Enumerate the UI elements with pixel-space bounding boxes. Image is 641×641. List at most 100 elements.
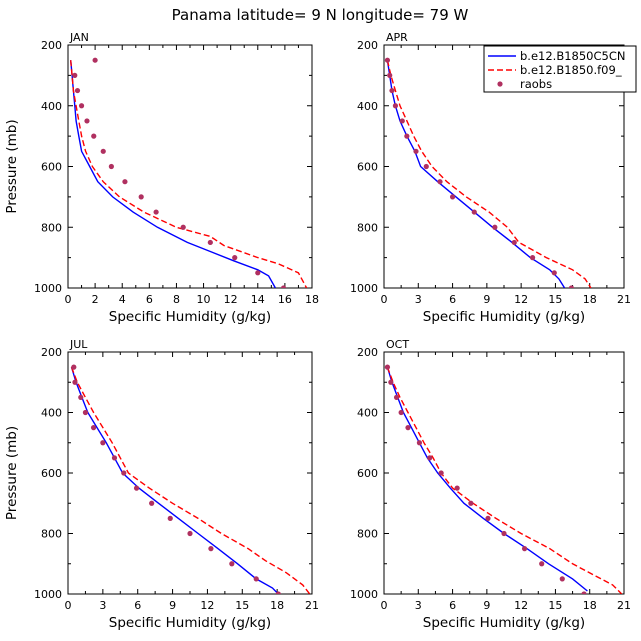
figure-title: Panama latitude= 9 N longitude= 79 W <box>172 6 469 24</box>
x-tick-label: 18 <box>270 599 284 612</box>
raobs-point <box>539 561 545 567</box>
raobs-point <box>275 591 281 594</box>
raobs-point <box>388 379 394 385</box>
raobs-point <box>82 409 89 416</box>
x-tick-label: 0 <box>65 599 72 612</box>
raobs-point <box>138 194 144 200</box>
x-tick-label: 3 <box>415 293 422 306</box>
x-tick-label: 3 <box>415 599 422 612</box>
series-line-f09 <box>386 60 592 288</box>
panel-jul: JUL 0 3 6 9 12 15 18 21 200 400 600 800 1000 Specific … <box>4 338 319 631</box>
raobs-point <box>413 148 419 154</box>
raobs-point <box>167 515 173 521</box>
raobs-point <box>122 179 128 185</box>
x-axis-label: Specific Humidity (g/kg) <box>109 309 271 325</box>
raobs-point <box>180 224 186 230</box>
raobs-point <box>100 440 106 446</box>
x-tick-label: 6 <box>449 599 456 612</box>
raobs-point <box>398 409 404 416</box>
x-tick-label: 2 <box>92 293 99 306</box>
series-line-c5cn <box>70 366 279 594</box>
x-tick-label: 16 <box>278 293 292 306</box>
raobs-point <box>111 455 118 461</box>
panel-label: OCT <box>386 338 409 351</box>
raobs-point <box>90 425 97 431</box>
raobs-point <box>416 440 423 446</box>
y-tick-label: 200 <box>357 39 378 52</box>
y-tick-label: 800 <box>357 221 378 234</box>
raobs-point <box>229 561 235 567</box>
raobs-point <box>91 133 97 139</box>
x-tick-label: 18 <box>583 599 597 612</box>
raobs-point <box>72 72 78 78</box>
x-tick-label: 6 <box>146 293 153 306</box>
raobs-point <box>253 576 259 582</box>
plot-frame <box>383 351 625 595</box>
x-tick-label: 18 <box>305 293 319 306</box>
x-axis-label: Specific Humidity (g/kg) <box>423 615 585 631</box>
raobs-point <box>133 485 140 491</box>
series-line-c5cn <box>70 60 277 288</box>
x-tick-label: 6 <box>449 293 456 306</box>
raobs-point <box>78 103 85 109</box>
raobs-point <box>551 270 557 276</box>
legend-label: b.e12.B1850.f09_ <box>520 63 622 77</box>
panel-apr: APR 0 3 6 9 12 15 18 21 200 400 600 800 1000 Specific … <box>350 31 631 325</box>
y-tick-label: 200 <box>41 39 62 52</box>
legend-box <box>483 45 637 93</box>
raobs-point <box>84 118 90 124</box>
x-tick-label: 0 <box>65 293 72 306</box>
raobs-point <box>501 530 507 537</box>
series-line-f09 <box>70 60 308 288</box>
y-tick-label: 800 <box>41 221 62 234</box>
y-tick-label: 600 <box>357 467 378 480</box>
raobs-point <box>468 500 474 506</box>
raobs-point <box>449 194 456 200</box>
raobs-point <box>255 270 261 276</box>
raobs-point <box>207 239 213 246</box>
x-tick-label: 6 <box>134 599 141 612</box>
raobs-point <box>187 530 193 537</box>
x-tick-label: 12 <box>514 599 528 612</box>
y-tick-label: 1000 <box>350 282 378 295</box>
raobs-point <box>121 470 127 476</box>
raobs-point <box>471 209 477 215</box>
raobs-point <box>559 576 565 582</box>
raobs-point <box>438 470 444 476</box>
raobs-point <box>232 255 238 261</box>
raobs-point <box>399 118 405 124</box>
raobs-point <box>427 455 433 461</box>
x-tick-label: 3 <box>99 599 106 612</box>
y-tick-label: 400 <box>357 100 378 113</box>
x-tick-label: 18 <box>583 293 597 306</box>
raobs-point <box>423 163 429 170</box>
y-tick-label: 400 <box>41 407 62 420</box>
y-axis-label: Pressure (mb) <box>4 119 20 213</box>
x-tick-label: 21 <box>617 599 631 612</box>
y-tick-label: 1000 <box>34 282 62 295</box>
y-tick-label: 1000 <box>34 588 62 601</box>
raobs-point <box>568 285 575 288</box>
x-tick-label: 4 <box>119 293 126 306</box>
panel-jan: JAN 0 2 4 6 8 10 12 14 16 18 200 400 600 800 1000 Specif… <box>4 31 319 325</box>
raobs-point <box>108 163 114 170</box>
legend-label: b.e12.B1850C5CN <box>520 49 625 63</box>
raobs-point <box>485 515 491 521</box>
panel-label: APR <box>386 31 408 44</box>
raobs-point <box>437 179 443 185</box>
x-tick-label: 10 <box>197 293 211 306</box>
y-tick-label: 800 <box>357 528 378 541</box>
x-tick-label: 0 <box>381 599 388 612</box>
y-tick-label: 200 <box>357 346 378 359</box>
y-axis-label: Pressure (mb) <box>4 426 20 520</box>
x-tick-label: 21 <box>305 599 319 612</box>
x-tick-label: 9 <box>483 599 490 612</box>
raobs-point <box>280 285 287 288</box>
raobs-point <box>389 87 395 94</box>
legend-label: raobs <box>520 77 552 91</box>
x-tick-label: 8 <box>173 293 180 306</box>
plot-frame <box>67 351 313 595</box>
y-tick-label: 200 <box>41 346 62 359</box>
raobs-point <box>72 379 78 385</box>
y-tick-label: 400 <box>357 407 378 420</box>
